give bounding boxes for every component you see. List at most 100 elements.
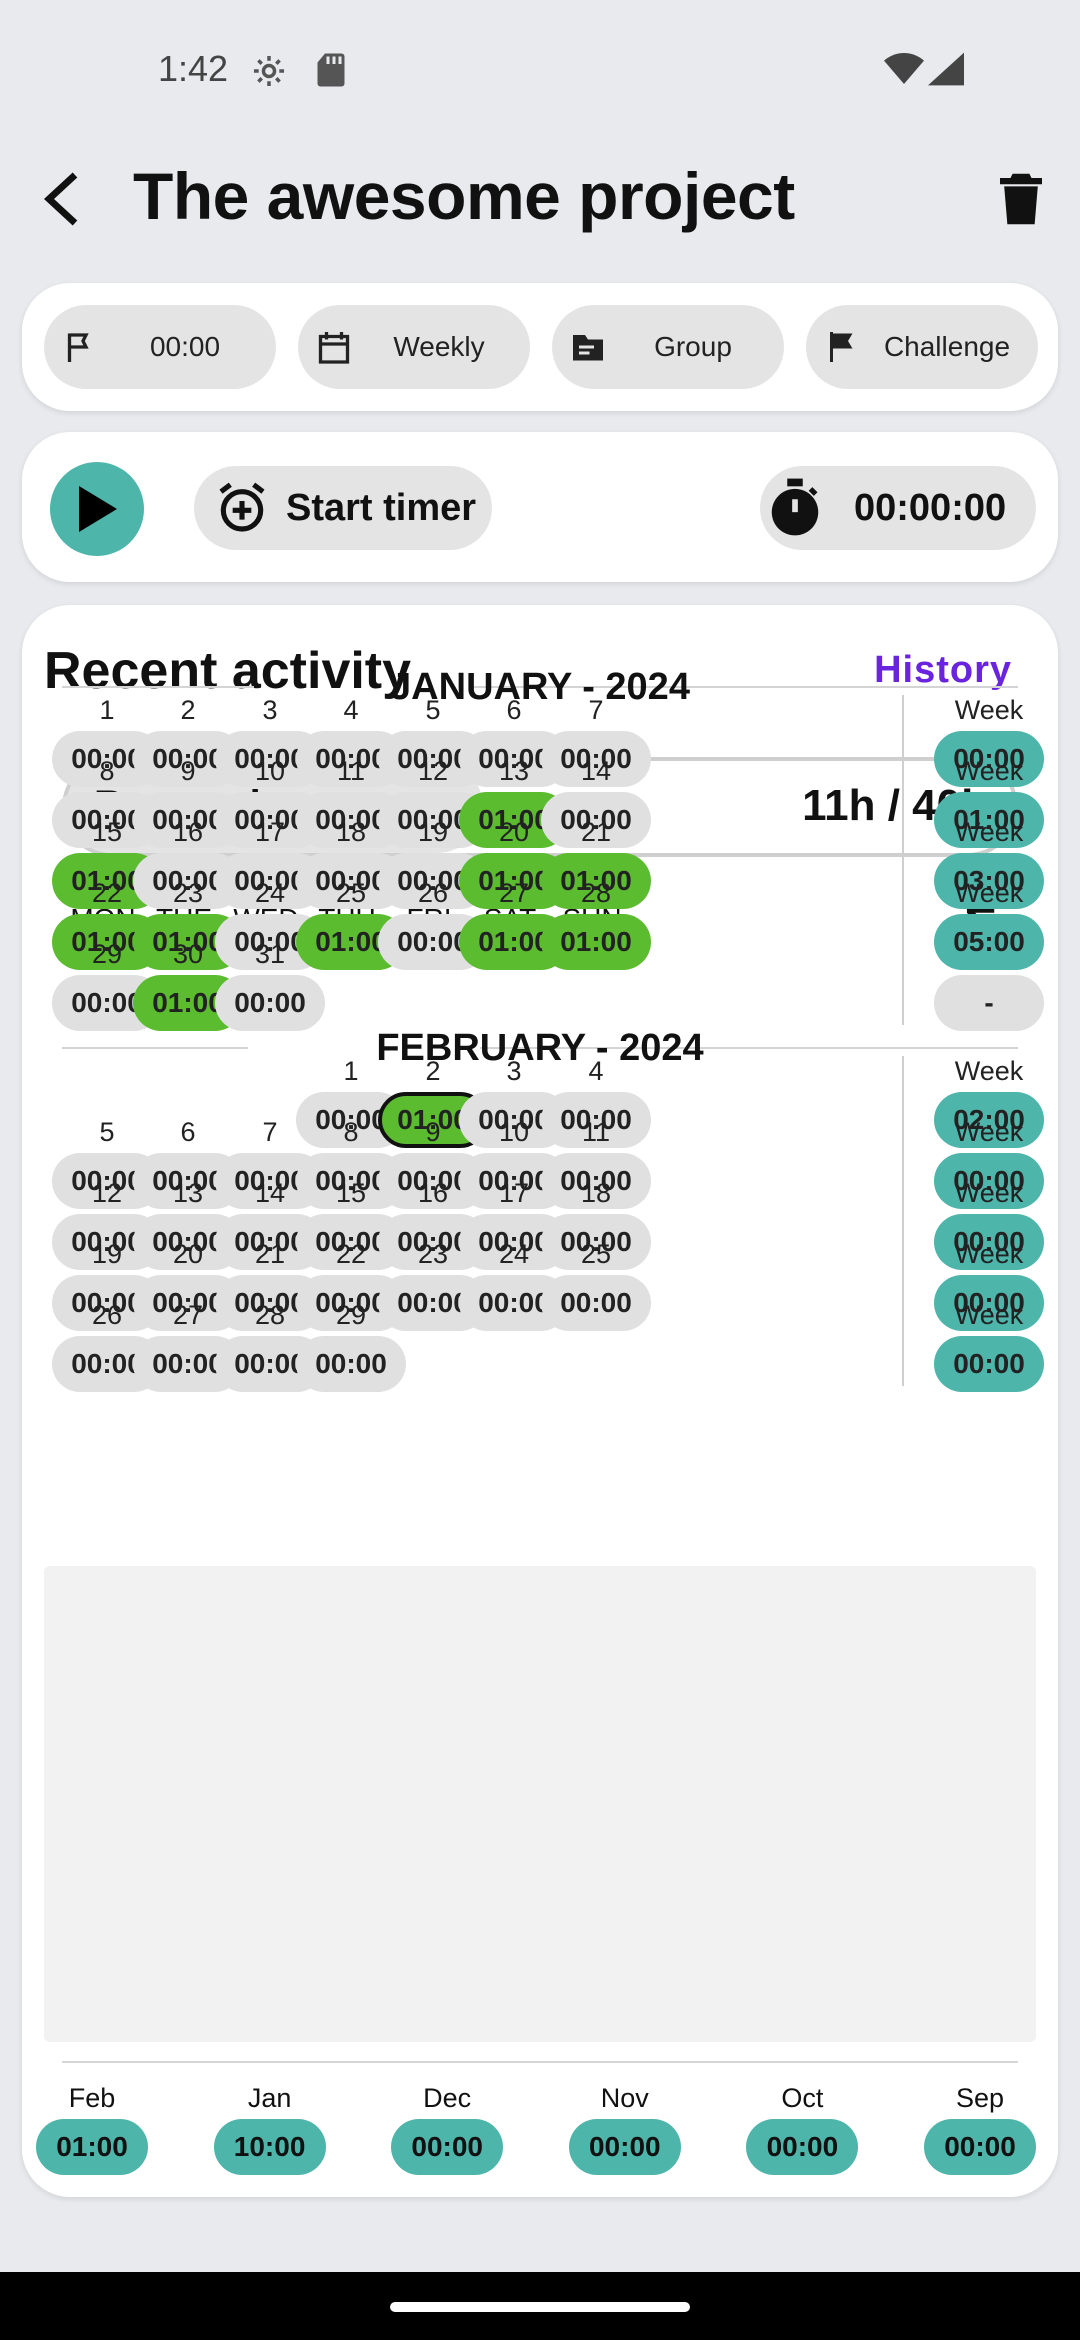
day-number: 16 bbox=[172, 817, 204, 847]
day-cell[interactable]: 31 00:00 bbox=[215, 939, 325, 1031]
week-label: Week bbox=[954, 817, 1024, 847]
day-time-pill: 00:00 bbox=[215, 975, 325, 1031]
week-total-pill: 05:00 bbox=[934, 914, 1044, 970]
play-icon bbox=[79, 486, 117, 532]
month-total-label: Oct bbox=[781, 2083, 824, 2113]
day-number: 16 bbox=[417, 1178, 449, 1208]
target-time-chip[interactable]: 00:00 bbox=[44, 305, 276, 389]
divider bbox=[62, 686, 254, 688]
day-number: 27 bbox=[172, 1300, 204, 1330]
day-number: 21 bbox=[254, 1239, 286, 1269]
week-row: 15 01:00 16 00:00 17 00:00 18 00:00 19 00:00 20 01:… bbox=[22, 817, 1058, 909]
status-time: 1:42 bbox=[158, 48, 229, 89]
day-number: 21 bbox=[580, 817, 612, 847]
day-number: 6 bbox=[180, 1117, 196, 1147]
day-cell[interactable]: 7 00:00 bbox=[541, 695, 651, 787]
elapsed-time-display: 00:00:00 bbox=[760, 466, 1036, 550]
day-number: 5 bbox=[425, 695, 441, 725]
back-button[interactable] bbox=[28, 166, 94, 232]
month-total-cell[interactable]: Dec 00:00 bbox=[391, 2083, 504, 2183]
week-divider bbox=[902, 817, 904, 903]
week-label: Week bbox=[954, 1239, 1024, 1269]
week-total-cell: Week 00:00 bbox=[934, 1117, 1044, 1209]
start-timer-button[interactable]: Start timer bbox=[194, 466, 492, 550]
day-cell[interactable]: 21 01:00 bbox=[541, 817, 651, 909]
history-link[interactable]: History bbox=[874, 649, 1012, 691]
week-row: 29 00:00 30 01:00 31 00:00 - bbox=[22, 939, 1058, 1031]
week-row: 1 00:00 2 01:00 3 00:00 4 00:00 Week 02:00 bbox=[22, 1056, 1058, 1148]
chip-label: Challenge bbox=[883, 331, 1011, 362]
day-cell[interactable]: 5 00:00 bbox=[52, 1117, 162, 1209]
day-number: 26 bbox=[417, 878, 449, 908]
week-total-cell: - bbox=[934, 939, 1044, 1031]
week-total-cell: Week 02:00 bbox=[934, 1056, 1044, 1148]
day-number: 22 bbox=[91, 878, 123, 908]
month-total-cell[interactable]: Oct 00:00 bbox=[746, 2083, 859, 2183]
day-number: 28 bbox=[254, 1300, 286, 1330]
week-divider bbox=[902, 1178, 904, 1264]
day-time-pill: 00:00 bbox=[541, 731, 651, 787]
day-time-pill: 01:00 bbox=[541, 914, 651, 970]
day-number: 1 bbox=[343, 1056, 359, 1086]
day-number: 2 bbox=[425, 1056, 441, 1086]
day-cell[interactable]: 22 01:00 bbox=[52, 878, 162, 970]
chip-label: 00:00 bbox=[149, 331, 221, 362]
day-cell[interactable]: 30 01:00 bbox=[133, 939, 243, 1031]
month-total-pill: 00:00 bbox=[391, 2119, 504, 2175]
day-cell[interactable]: 28 01:00 bbox=[541, 878, 651, 970]
wifi-icon bbox=[884, 52, 924, 91]
challenge-chip[interactable]: Challenge bbox=[806, 305, 1038, 389]
month-total-cell[interactable]: Sep 00:00 bbox=[924, 2083, 1036, 2183]
day-cell[interactable]: 11 00:00 bbox=[541, 1117, 651, 1209]
week-label: Week bbox=[954, 1300, 1024, 1330]
delete-button[interactable] bbox=[988, 166, 1054, 232]
day-number: 23 bbox=[172, 878, 204, 908]
day-number: 28 bbox=[580, 878, 612, 908]
month-total-label: Dec bbox=[423, 2083, 472, 2113]
divider bbox=[62, 1047, 248, 1049]
frequency-chip[interactable]: Weekly bbox=[298, 305, 530, 389]
day-cell[interactable]: 29 00:00 bbox=[296, 1300, 406, 1392]
day-time-pill: 00:00 bbox=[541, 1275, 651, 1331]
day-number: 27 bbox=[498, 878, 530, 908]
week-divider bbox=[902, 756, 904, 842]
week-total-pill: 00:00 bbox=[934, 731, 1044, 787]
day-cell[interactable]: 14 00:00 bbox=[541, 756, 651, 848]
day-number: 5 bbox=[99, 1117, 115, 1147]
flag-outline-icon bbox=[67, 333, 89, 362]
day-number: 10 bbox=[254, 756, 286, 786]
day-time-pill: 00:00 bbox=[541, 1153, 651, 1209]
day-number: 4 bbox=[588, 1056, 604, 1086]
month-total-pill: 01:00 bbox=[36, 2119, 148, 2175]
group-chip[interactable]: Group bbox=[552, 305, 784, 389]
month-total-cell[interactable]: Feb 01:00 bbox=[36, 2083, 148, 2183]
project-settings-card: 00:00 Weekly Group Challenge bbox=[22, 283, 1058, 411]
settings-gear-icon bbox=[250, 52, 288, 95]
status-bar: 1:42 bbox=[0, 0, 1080, 140]
month-total-pill: 00:00 bbox=[924, 2119, 1036, 2175]
day-number: 26 bbox=[91, 1300, 123, 1330]
day-number: 13 bbox=[498, 756, 530, 786]
day-cell[interactable]: 25 00:00 bbox=[541, 1239, 651, 1331]
week-row: 22 01:00 23 01:00 24 00:00 25 01:00 26 00:00 27 01:… bbox=[22, 878, 1058, 970]
week-divider bbox=[902, 1117, 904, 1203]
play-button[interactable] bbox=[50, 462, 144, 556]
day-time-pill: 00:00 bbox=[296, 1336, 406, 1392]
day-cell[interactable]: 4 00:00 bbox=[541, 1056, 651, 1148]
week-label: Week bbox=[954, 1178, 1024, 1208]
day-number: 29 bbox=[335, 1300, 367, 1330]
day-number: 8 bbox=[99, 756, 115, 786]
week-row: 26 00:00 27 00:00 28 00:00 29 00:00 Week 00:00 bbox=[22, 1300, 1058, 1392]
week-label: Week bbox=[954, 878, 1024, 908]
month-total-cell[interactable]: Nov 00:00 bbox=[568, 2083, 681, 2183]
day-number: 19 bbox=[91, 1239, 123, 1269]
month-total-label: Nov bbox=[600, 2083, 649, 2113]
day-cell[interactable]: 18 00:00 bbox=[541, 1178, 651, 1270]
day-number: 11 bbox=[336, 756, 366, 786]
day-number: 29 bbox=[91, 939, 123, 969]
stopwatch-icon bbox=[771, 478, 819, 536]
home-gesture-handle[interactable] bbox=[390, 2302, 690, 2312]
month-total-cell[interactable]: Jan 10:00 bbox=[213, 2083, 326, 2183]
week-divider bbox=[902, 695, 904, 781]
week-total-pill: 00:00 bbox=[934, 1214, 1044, 1270]
